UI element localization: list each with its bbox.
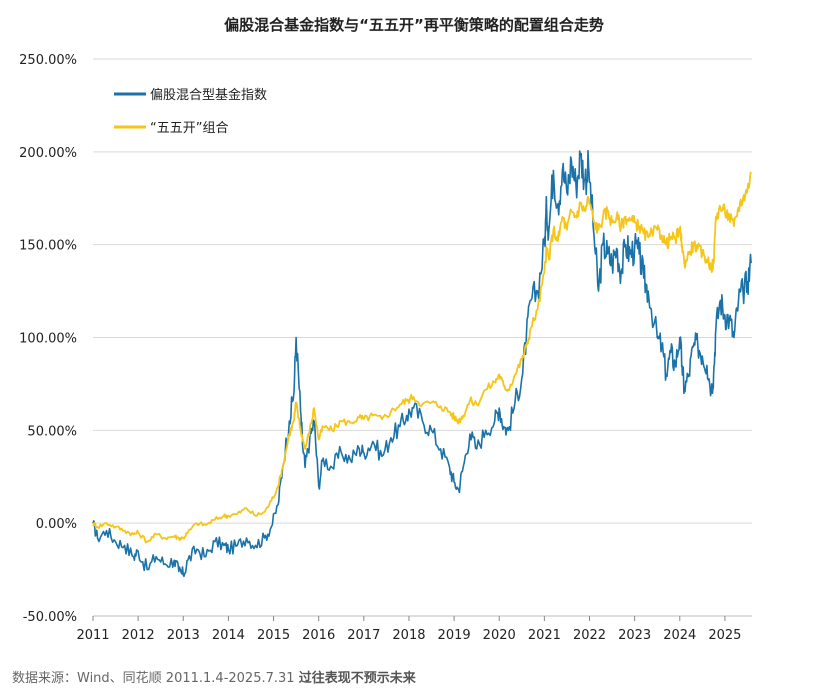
x-tick-label: 2023	[618, 628, 651, 643]
grid	[93, 58, 752, 617]
x-tick-label: 2015	[257, 628, 290, 643]
x-tick-label: 2024	[663, 628, 696, 643]
x-axis: 2011 2012 2013 2014 2015 2016 2017 2018 2019 2020…	[76, 615, 752, 643]
x-tick-label: 2012	[122, 628, 155, 643]
x-tick-label: 2025	[708, 628, 741, 643]
plot-area	[92, 149, 752, 578]
legend: 偏股混合型基金指数 “五五开”组合	[114, 87, 267, 136]
x-tick-label: 2021	[528, 628, 561, 643]
y-tick-label: 250.00%	[19, 53, 77, 68]
x-tick-label: 2019	[438, 628, 471, 643]
y-tick-label: 150.00%	[19, 239, 77, 254]
y-axis: -50.00% 0.00% 50.00% 100.00% 150.00% 200.00% 2…	[19, 53, 77, 625]
x-tick-label: 2016	[302, 628, 335, 643]
legend-label-series-2: “五五开”组合	[150, 121, 228, 136]
source-text: 数据来源：Wind、同花顺 2011.1.4-2025.7.31	[12, 671, 295, 686]
y-tick-label: 100.00%	[19, 332, 77, 347]
y-tick-label: -50.00%	[23, 610, 77, 625]
series-line-2	[92, 171, 752, 544]
x-tick-label: 2020	[483, 628, 516, 643]
x-tick-label: 2022	[573, 628, 606, 643]
x-tick-label: 2017	[347, 628, 380, 643]
x-tick-label: 2011	[76, 628, 109, 643]
x-tick-label: 2014	[212, 628, 245, 643]
y-tick-label: 200.00%	[19, 146, 77, 161]
disclaimer-text: 过往表现不预示未来	[298, 671, 416, 686]
x-tick-label: 2018	[392, 628, 425, 643]
source-note: 数据来源：Wind、同花顺 2011.1.4-2025.7.31 过往表现不预示…	[12, 667, 416, 686]
series-line-1	[92, 149, 752, 578]
chart-title: 偏股混合基金指数与“五五开”再平衡策略的配置组合走势	[224, 16, 604, 34]
x-tick-label: 2013	[167, 628, 200, 643]
y-tick-label: 0.00%	[36, 517, 77, 532]
y-tick-label: 50.00%	[27, 424, 77, 439]
legend-label-series-1: 偏股混合型基金指数	[150, 87, 267, 103]
